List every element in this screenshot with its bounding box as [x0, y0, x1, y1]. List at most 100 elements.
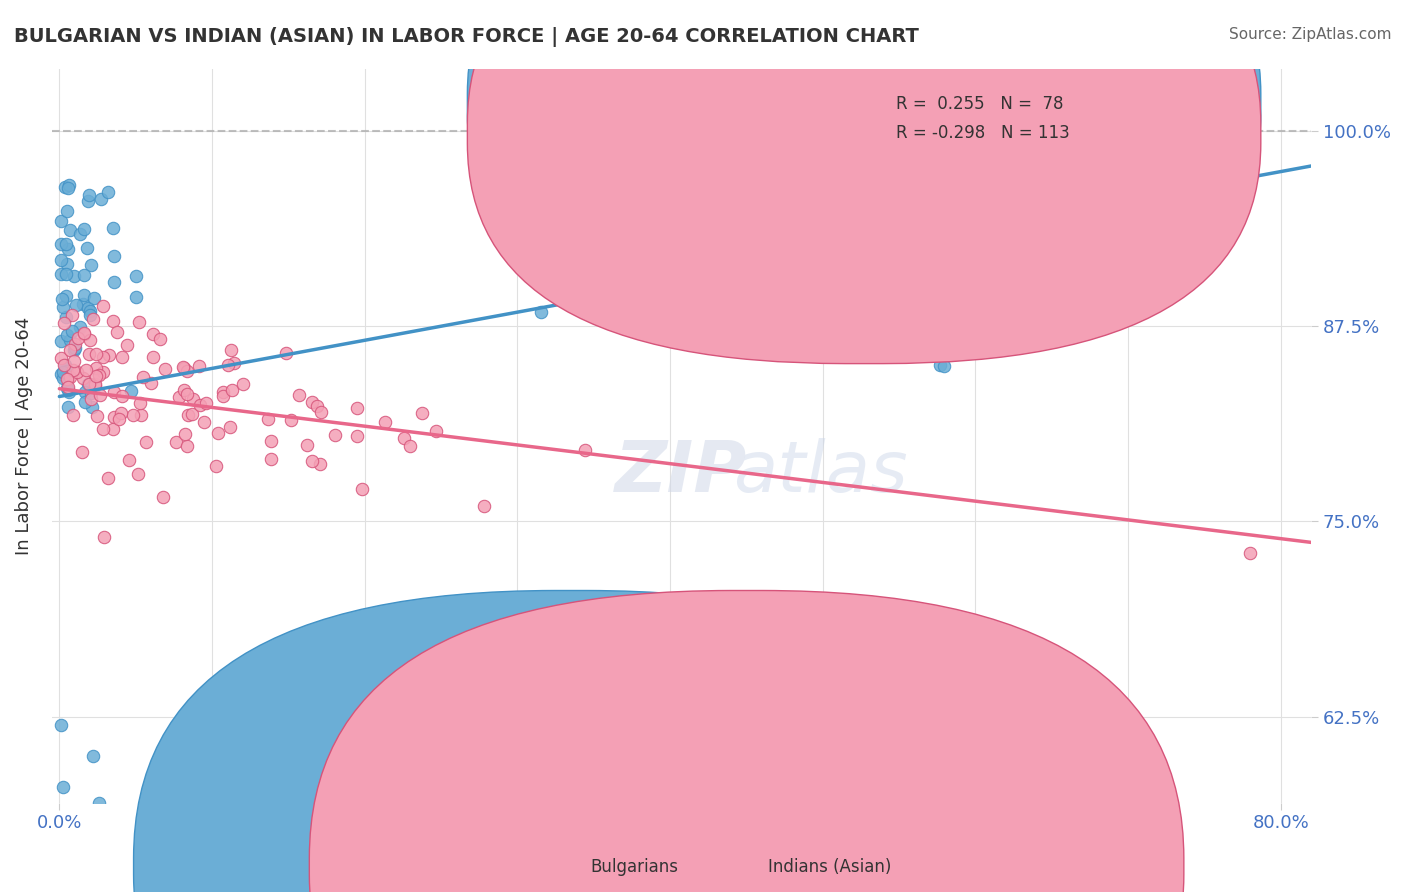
Point — [83, 291, 105, 305]
Text: ZIP: ZIP — [616, 438, 748, 507]
Point — [287, 387, 309, 401]
Point — [52, 780, 75, 794]
Point — [82, 311, 104, 326]
Point — [301, 395, 323, 409]
Point — [52, 316, 75, 330]
Point — [69, 227, 91, 242]
Point — [87, 796, 110, 810]
Point — [59, 343, 82, 357]
Point — [669, 268, 692, 282]
Point — [52, 359, 75, 373]
FancyBboxPatch shape — [467, 0, 1261, 364]
Point — [59, 222, 82, 236]
Point — [818, 244, 841, 258]
Point — [142, 326, 165, 341]
Point — [93, 530, 115, 544]
Point — [56, 381, 79, 395]
Point — [839, 281, 862, 295]
Point — [63, 343, 86, 357]
Point — [472, 499, 495, 513]
Point — [1239, 546, 1261, 560]
Point — [72, 326, 94, 341]
Point — [169, 390, 191, 404]
Point — [928, 358, 950, 372]
Point — [101, 422, 124, 436]
Point — [65, 298, 87, 312]
Point — [97, 471, 120, 485]
Point — [103, 250, 125, 264]
Point — [232, 377, 254, 392]
Point — [276, 345, 298, 359]
Point — [392, 431, 415, 445]
Point — [60, 308, 83, 322]
Point — [212, 385, 235, 400]
Point — [120, 384, 142, 398]
Point — [149, 332, 172, 346]
Point — [685, 204, 707, 219]
Point — [58, 400, 80, 414]
Point — [129, 408, 152, 422]
Point — [55, 372, 77, 386]
Point — [193, 415, 215, 429]
Point — [305, 399, 328, 413]
Text: R = -0.298   N = 113: R = -0.298 N = 113 — [896, 124, 1070, 142]
Point — [309, 458, 332, 472]
Point — [53, 358, 76, 372]
Point — [80, 258, 103, 272]
Point — [135, 434, 157, 449]
Point — [187, 359, 209, 373]
Point — [49, 268, 72, 282]
Text: Indians (Asian): Indians (Asian) — [768, 858, 891, 876]
Point — [118, 453, 141, 467]
Point — [73, 287, 96, 301]
Point — [76, 241, 98, 255]
Point — [97, 186, 120, 200]
Point — [165, 435, 187, 450]
Point — [128, 315, 150, 329]
Point — [346, 429, 368, 443]
Point — [207, 425, 229, 440]
Point — [181, 392, 204, 407]
Point — [70, 445, 93, 459]
Point — [374, 415, 396, 429]
Point — [63, 342, 86, 356]
Point — [125, 268, 148, 283]
Point — [79, 188, 101, 202]
Point — [58, 242, 80, 256]
Point — [73, 221, 96, 235]
Point — [176, 439, 198, 453]
Point — [75, 395, 97, 409]
Point — [101, 221, 124, 235]
Point — [55, 327, 77, 342]
Point — [217, 358, 239, 372]
Point — [66, 331, 89, 345]
Point — [103, 410, 125, 425]
Point — [219, 420, 242, 434]
Point — [77, 377, 100, 392]
Point — [80, 385, 103, 400]
Point — [111, 389, 134, 403]
Point — [80, 400, 103, 414]
Point — [59, 369, 82, 384]
Point — [309, 405, 332, 419]
Point — [55, 310, 77, 324]
Point — [152, 490, 174, 504]
Y-axis label: In Labor Force | Age 20-64: In Labor Force | Age 20-64 — [15, 317, 32, 555]
Point — [110, 350, 132, 364]
Point — [49, 351, 72, 366]
Point — [1157, 208, 1180, 222]
Point — [399, 439, 422, 453]
Point — [77, 377, 100, 392]
Point — [530, 304, 553, 318]
Point — [153, 361, 176, 376]
Point — [125, 290, 148, 304]
Point — [411, 406, 433, 420]
Point — [55, 267, 77, 281]
Point — [73, 268, 96, 283]
Point — [221, 383, 243, 397]
Point — [350, 482, 373, 496]
FancyBboxPatch shape — [820, 76, 1173, 164]
Point — [91, 299, 114, 313]
Point — [62, 408, 84, 422]
Point — [62, 363, 84, 377]
